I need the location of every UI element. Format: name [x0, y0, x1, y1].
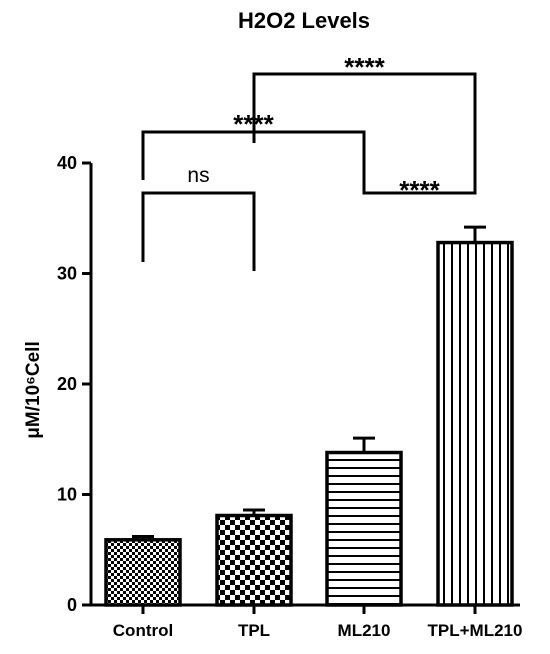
- y-axis-label: μM/10⁶Cell: [23, 341, 44, 438]
- axes: 0 10 20 30 40 Control TPL ML210 TPL+ML210: [57, 153, 523, 640]
- significance-annotations: ns************: [141, 52, 477, 271]
- chart-title: H2O2 Levels: [238, 8, 370, 33]
- y-tick-label: 40: [57, 153, 77, 173]
- significance-bracket: ****: [252, 52, 477, 179]
- x-tick-label: Control: [113, 621, 173, 640]
- y-tick-label: 20: [57, 374, 77, 394]
- bar-ml210: [325, 450, 403, 607]
- significance-label: ****: [399, 175, 440, 205]
- y-tick-label: 10: [57, 485, 77, 505]
- x-tick-label: TPL+ML210: [428, 621, 523, 640]
- y-tick-label: 0: [67, 595, 77, 615]
- bar-control: [104, 538, 182, 607]
- bars: [104, 225, 514, 607]
- x-tick-label: TPL: [238, 621, 270, 640]
- bar-tpl-ml210: [436, 240, 514, 607]
- significance-label: ns: [187, 164, 209, 187]
- significance-bracket: ns: [141, 164, 256, 271]
- significance-bracket: ****: [362, 175, 477, 205]
- bracket-line: [252, 72, 477, 179]
- x-tick-label: ML210: [338, 621, 391, 640]
- significance-label: ****: [344, 52, 385, 82]
- y-tick-label: 30: [57, 264, 77, 284]
- bracket-line: [141, 191, 256, 271]
- bracket-line: [362, 177, 477, 195]
- bar-tpl: [215, 513, 293, 607]
